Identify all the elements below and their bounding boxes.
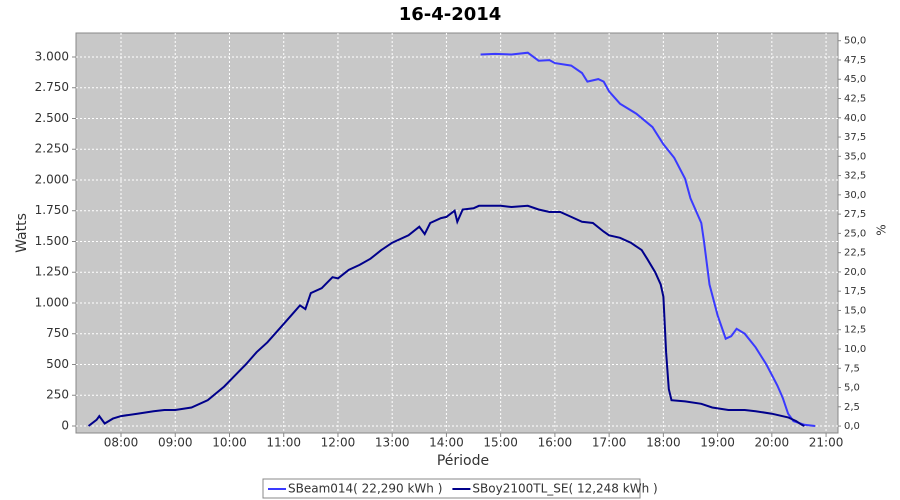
y-tick-label: 2.750 xyxy=(35,80,69,94)
x-tick-label: 10:00 xyxy=(212,436,247,450)
y2-tick-label: 5,0 xyxy=(844,383,860,394)
x-tick-label: 18:00 xyxy=(646,436,681,450)
x-tick-label: 15:00 xyxy=(483,436,518,450)
y-tick-label: 250 xyxy=(46,388,69,402)
series-line xyxy=(480,51,816,427)
y2-tick-label: 0,0 xyxy=(844,421,860,432)
y-tick-label: 500 xyxy=(46,357,69,371)
y-tick-label: 1.500 xyxy=(35,234,69,248)
x-tick-label: 19:00 xyxy=(700,436,735,450)
x-tick-label: 13:00 xyxy=(375,436,410,450)
legend xyxy=(262,478,641,499)
y2-tick-label: 7,5 xyxy=(844,363,860,374)
y2-tick-label: 15,0 xyxy=(844,305,866,316)
x-tick-label: 21:00 xyxy=(809,436,844,450)
y2-tick-label: 35,0 xyxy=(844,151,866,162)
y2-tick-label: 17,5 xyxy=(844,286,866,297)
y2-tick-label: 32,5 xyxy=(844,171,866,182)
y2-tick-label: 40,0 xyxy=(844,113,866,124)
y2-tick-label: 37,5 xyxy=(844,132,866,143)
y2-tick-label: 45,0 xyxy=(844,74,866,85)
y-tick-label: 3.000 xyxy=(35,49,69,63)
y2-tick-label: 2,5 xyxy=(844,402,860,413)
legend-label: SBoy2100TL_SE( 12,248 kWh ) xyxy=(472,482,657,496)
legend-label: SBeam014( 22,290 kWh ) xyxy=(288,482,442,496)
y2-tick-label: 42,5 xyxy=(844,94,866,105)
series-line xyxy=(87,204,805,427)
y-tick-label: 1.000 xyxy=(35,295,69,309)
y-tick-label: 1.250 xyxy=(35,265,69,279)
y-tick-label: 1.750 xyxy=(35,203,69,217)
y2-axis-label: % xyxy=(875,224,889,235)
x-axis-label: Période xyxy=(437,453,489,469)
x-tick-label: 12:00 xyxy=(321,436,356,450)
chart-title: 16-4-2014 xyxy=(399,4,502,25)
y2-tick-label: 25,0 xyxy=(844,228,866,239)
y2-tick-label: 50,0 xyxy=(844,36,866,47)
y-tick-label: 2.000 xyxy=(35,172,69,186)
y-tick-label: 0 xyxy=(61,418,69,432)
y2-tick-label: 12,5 xyxy=(844,325,866,336)
y-tick-label: 2.500 xyxy=(35,111,69,125)
y2-tick-label: 47,5 xyxy=(844,55,866,66)
y-axis-label: Watts xyxy=(14,213,30,253)
y-tick-label: 750 xyxy=(46,326,69,340)
x-tick-label: 14:00 xyxy=(429,436,464,450)
y-tick-label: 2.250 xyxy=(35,142,69,156)
y2-tick-label: 20,0 xyxy=(844,267,866,278)
x-tick-label: 16:00 xyxy=(538,436,573,450)
y2-tick-label: 22,5 xyxy=(844,248,866,259)
x-tick-label: 08:00 xyxy=(104,436,139,450)
y2-tick-label: 10,0 xyxy=(844,344,866,355)
x-tick-label: 11:00 xyxy=(266,436,301,450)
x-tick-label: 17:00 xyxy=(592,436,627,450)
y2-tick-label: 27,5 xyxy=(844,209,866,220)
y2-tick-label: 30,0 xyxy=(844,190,866,201)
x-tick-label: 09:00 xyxy=(158,436,193,450)
x-tick-label: 20:00 xyxy=(755,436,790,450)
plot-area xyxy=(75,32,839,434)
